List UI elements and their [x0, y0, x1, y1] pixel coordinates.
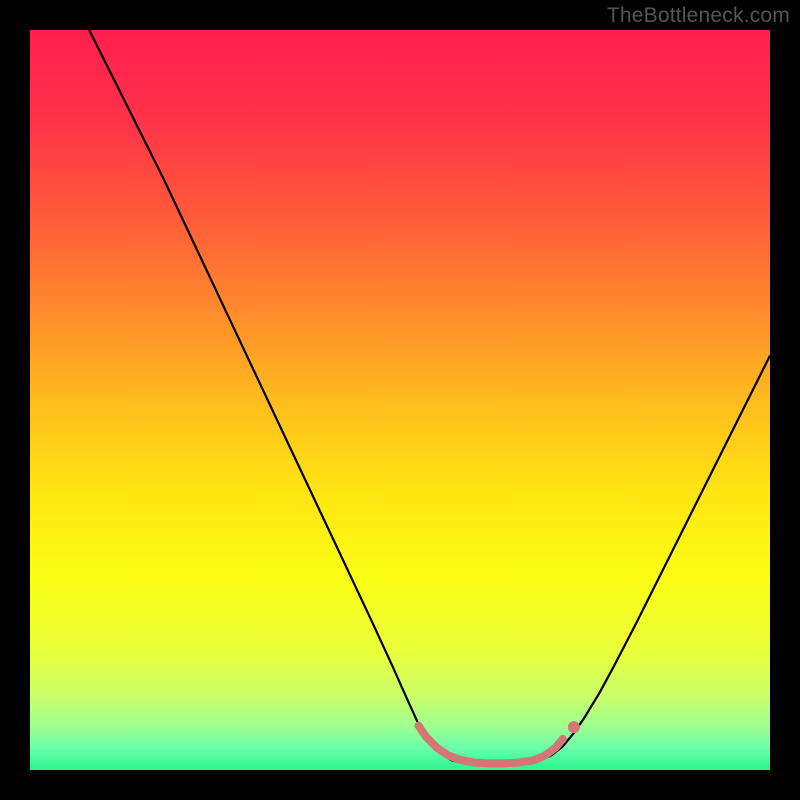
bottleneck-chart — [0, 0, 800, 800]
chart-container: TheBottleneck.com — [0, 0, 800, 800]
plot-background — [30, 30, 770, 770]
optimal-range-end-marker — [568, 721, 580, 733]
